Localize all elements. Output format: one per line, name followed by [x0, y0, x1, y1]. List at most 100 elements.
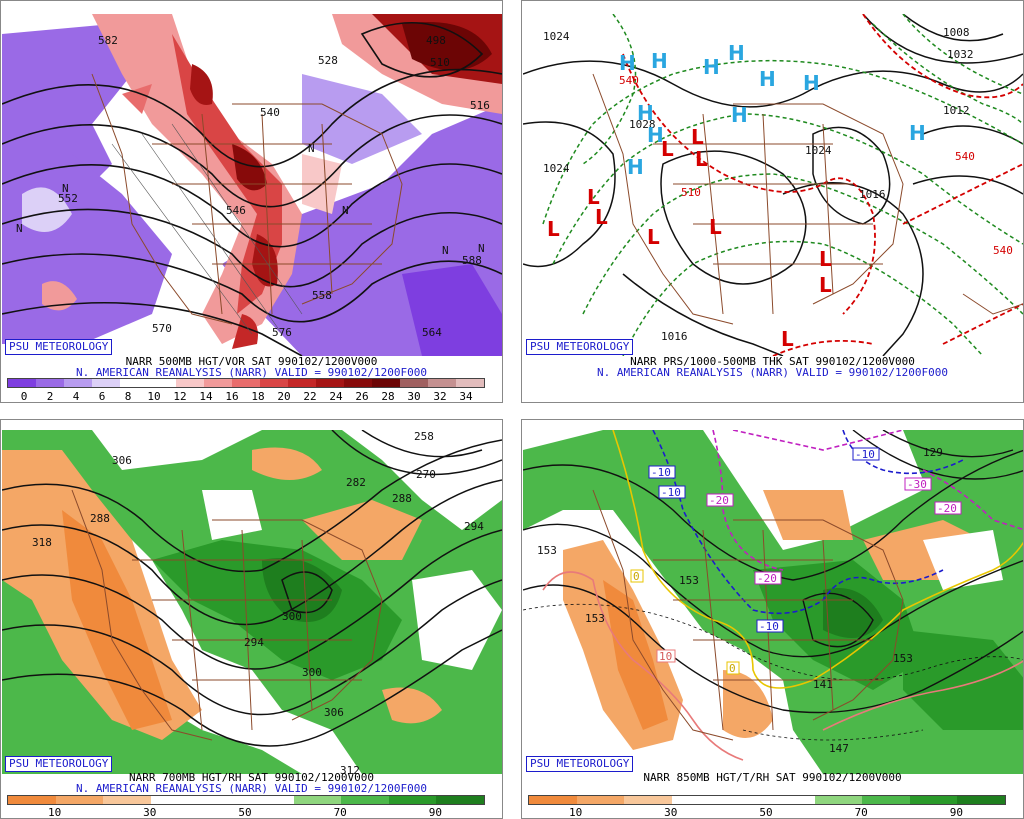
- temperature-label: -10: [661, 486, 681, 499]
- temperature-label: -20: [937, 502, 957, 515]
- contour-label: 552: [58, 192, 78, 205]
- panel-title: NARR 700MB HGT/RH SAT 990102/1200V000: [128, 771, 375, 784]
- height-label: 153: [893, 652, 913, 665]
- contour-label: 528: [318, 54, 338, 67]
- scale-tick-label: 28: [381, 390, 395, 403]
- contour-label: 282: [346, 476, 366, 489]
- contour-label: 258: [414, 430, 434, 443]
- psu-meteorology-badge: PSU METEOROLOGY: [526, 756, 634, 772]
- vorticity-map: 498 510 516 528 540 546 552 558 564 570 …: [2, 14, 502, 356]
- isobar-label: 1024: [543, 30, 570, 43]
- contour-label: 300: [302, 666, 322, 679]
- low-pressure-marker: L: [819, 247, 832, 271]
- high-pressure-marker: H: [909, 121, 926, 145]
- thickness-label: 540: [619, 74, 639, 87]
- low-pressure-marker: L: [819, 273, 832, 297]
- scale-tick-label: 90: [428, 806, 443, 819]
- psu-meteorology-badge: PSU METEOROLOGY: [5, 339, 113, 355]
- temperature-label: -20: [757, 572, 777, 585]
- contour-label: 546: [226, 204, 246, 217]
- panel-title: NARR 850MB HGT/T/RH SAT 990102/1200V000: [643, 771, 902, 784]
- high-pressure-marker: H: [647, 123, 664, 147]
- high-pressure-marker: H: [627, 155, 644, 179]
- valid-time-line: N. AMERICAN REANALYSIS (NARR) VALID = 99…: [76, 782, 427, 795]
- scale-swatch: [288, 379, 316, 387]
- temperature-label: -10: [759, 620, 779, 633]
- contour-label: 540: [260, 106, 280, 119]
- scale-swatch: [576, 796, 625, 804]
- temperature-label: -20: [709, 494, 729, 507]
- contour-label: 516: [470, 99, 490, 112]
- panel-title: NARR PRS/1000-500MB THK SAT 990102/1200V…: [630, 355, 915, 368]
- high-pressure-marker: H: [637, 101, 654, 125]
- scale-tick-label: 30: [664, 806, 678, 819]
- thickness-label: 510: [681, 186, 701, 199]
- contour-label: 570: [152, 322, 172, 335]
- low-pressure-marker: L: [781, 327, 794, 351]
- scale-tick-label: 90: [949, 806, 964, 819]
- isobar-label: 1028: [629, 118, 656, 131]
- scale-swatch: [8, 379, 36, 387]
- contour-label: 306: [112, 454, 132, 467]
- height-label: 147: [829, 742, 849, 755]
- map-letter: N: [308, 142, 315, 155]
- height-label: 129: [923, 446, 943, 459]
- scale-swatch: [92, 379, 120, 387]
- scale-tick-label: 50: [238, 806, 252, 819]
- scale-tick-label: 20: [277, 390, 291, 403]
- scale-swatch: [232, 379, 260, 387]
- t850-map: 153 153 153 141 147 129 153 -10 -10 -10 …: [523, 430, 1023, 774]
- low-pressure-marker: L: [595, 205, 608, 229]
- rh-color-scale: [528, 795, 1006, 805]
- valid-time-line: N. AMERICAN REANALYSIS (NARR) VALID = 99…: [76, 366, 427, 379]
- scale-tick-label: 34: [459, 390, 473, 403]
- scale-swatch: [456, 379, 484, 387]
- psu-meteorology-badge: PSU METEOROLOGY: [5, 756, 113, 772]
- high-pressure-marker: H: [731, 103, 748, 127]
- high-pressure-marker: H: [703, 55, 720, 79]
- isobar-label: 1016: [859, 188, 886, 201]
- vorticity-color-scale: [7, 378, 485, 388]
- scale-swatch: [814, 796, 863, 804]
- scale-swatch: [671, 796, 720, 804]
- panel-500mb-vorticity: 498 510 516 528 540 546 552 558 564 570 …: [0, 0, 503, 403]
- scale-swatch: [103, 796, 151, 804]
- scale-tick-label: 2: [46, 390, 54, 403]
- low-pressure-marker: L: [695, 147, 708, 171]
- scale-swatch: [260, 379, 288, 387]
- scale-swatch: [529, 796, 577, 804]
- high-pressure-marker: H: [759, 67, 776, 91]
- scale-tick-label: 30: [407, 390, 421, 403]
- contour-label: 300: [282, 610, 302, 623]
- panel-850mb-t-rh: 153 153 153 141 147 129 153 -10 -10 -10 …: [521, 419, 1024, 819]
- scale-tick-label: 50: [759, 806, 773, 819]
- map-letter: N: [442, 244, 449, 257]
- scale-swatch: [766, 796, 815, 804]
- scale-swatch: [64, 379, 92, 387]
- low-pressure-marker: L: [661, 137, 674, 161]
- scale-swatch: [436, 796, 484, 804]
- scale-swatch: [344, 379, 372, 387]
- thickness-label: 540: [993, 244, 1013, 257]
- temperature-label: -30: [907, 478, 927, 491]
- scale-swatch: [624, 796, 672, 804]
- high-pressure-marker: H: [803, 71, 820, 95]
- scale-swatch: [120, 379, 148, 387]
- temperature-label: -10: [651, 466, 671, 479]
- scale-swatch: [388, 796, 437, 804]
- height-label: 153: [537, 544, 557, 557]
- contour-label: 576: [272, 326, 292, 339]
- map-letter: N: [16, 222, 23, 235]
- scale-tick-label: 26: [355, 390, 369, 403]
- scale-swatch: [204, 379, 232, 387]
- temperature-label: 0: [633, 570, 640, 583]
- high-pressure-marker: H: [619, 51, 636, 75]
- isobar-label: 1016: [661, 330, 688, 343]
- scale-swatch: [719, 796, 767, 804]
- panel-700mb-rh: 258 270 282 288 294 300 306 312 318 306 …: [0, 419, 503, 819]
- low-pressure-marker: L: [547, 217, 560, 241]
- scale-tick-label: 4: [72, 390, 80, 403]
- contour-label: 564: [422, 326, 442, 339]
- scale-swatch: [148, 379, 176, 387]
- scale-swatch: [400, 379, 428, 387]
